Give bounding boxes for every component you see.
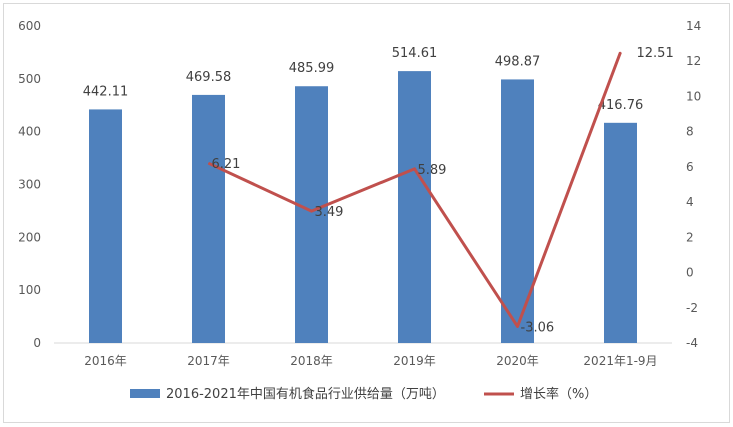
x-tick-label: 2016年 [84, 354, 127, 368]
growth-rate-point [311, 210, 312, 212]
bar-data-label: 485.99 [289, 61, 335, 76]
y-left-tick-label: 200 [18, 230, 41, 244]
y-left-tick-label: 600 [18, 19, 41, 33]
y-left-tick-label: 0 [33, 336, 41, 350]
x-tick-label: 2020年 [496, 354, 539, 368]
bar [501, 79, 534, 343]
y-right-tick-label: 14 [686, 19, 701, 33]
line-data-label: 6.21 [212, 157, 241, 172]
y-right-tick-label: 10 [686, 89, 701, 103]
y-left-tick-label: 400 [18, 125, 41, 139]
y-right-tick-label: 0 [686, 266, 694, 280]
y-right-tick-label: 4 [686, 195, 694, 209]
line-data-label: 3.49 [315, 205, 344, 220]
bar [398, 71, 431, 343]
growth-rate-point [208, 162, 209, 164]
line-data-label: 5.89 [418, 163, 447, 178]
y-right-tick-label: 8 [686, 125, 694, 139]
y-right-tick-label: 2 [686, 230, 694, 244]
y-right-tick-label: 12 [686, 54, 701, 68]
legend-label-bar: 2016-2021年中国有机食品行业供给量（万吨） [166, 386, 445, 402]
y-left-tick-label: 300 [18, 178, 41, 192]
bar-data-label: 514.61 [392, 46, 438, 61]
y-right-tick-label: -4 [686, 336, 698, 350]
bar-data-label: 442.11 [83, 84, 129, 99]
legend-label-line: 增长率（%） [520, 386, 597, 402]
growth-rate-point [414, 168, 415, 170]
y-right-tick-label: 6 [686, 160, 694, 174]
x-tick-label: 2018年 [290, 354, 333, 368]
bar-data-label: 498.87 [495, 54, 541, 69]
bar-data-label: 416.76 [598, 98, 644, 113]
y-left-tick-label: 100 [18, 283, 41, 297]
line-data-label: 12.51 [637, 46, 674, 61]
bar [604, 122, 637, 343]
x-tick-label: 2017年 [187, 354, 230, 368]
bar [295, 86, 328, 343]
y-right-tick-label: -2 [686, 301, 698, 315]
x-tick-label: 2019年 [393, 354, 436, 368]
growth-rate-point [620, 51, 621, 53]
growth-rate-point [517, 325, 518, 327]
y-left-tick-label: 500 [18, 72, 41, 86]
line-data-label: -3.06 [521, 320, 555, 335]
bar [89, 109, 122, 343]
bar [192, 94, 225, 343]
legend-swatch-bar [130, 389, 160, 398]
bar-data-label: 469.58 [186, 70, 232, 85]
x-tick-label: 2021年1-9月 [583, 354, 657, 368]
